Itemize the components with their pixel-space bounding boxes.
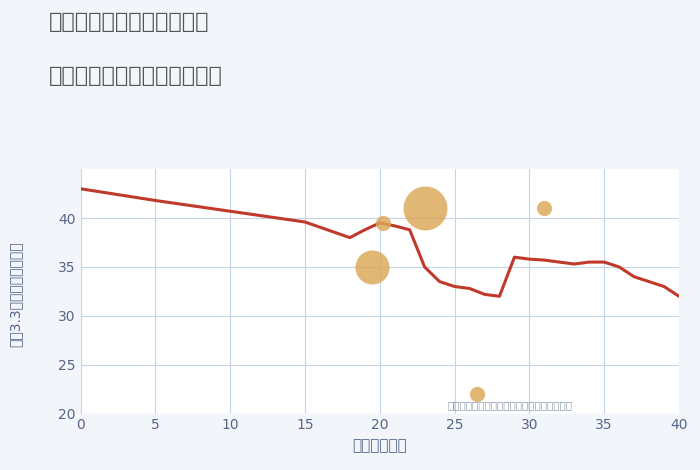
Point — [539, 204, 550, 212]
Text: 坪（3.3㎡）単価（万円）: 坪（3.3㎡）単価（万円） — [8, 241, 22, 346]
Text: 築年数別中古マンション価格: 築年数別中古マンション価格 — [49, 66, 223, 86]
X-axis label: 築年数（年）: 築年数（年） — [352, 438, 407, 453]
Text: 円の大きさは、取引のあった物件面積を示す: 円の大きさは、取引のあった物件面積を示す — [447, 400, 572, 411]
Point — [471, 390, 482, 398]
Point — [367, 263, 378, 271]
Text: 奈良県奈良市学園赤松町の: 奈良県奈良市学園赤松町の — [49, 12, 209, 32]
Point — [377, 219, 388, 227]
Point — [419, 204, 430, 212]
